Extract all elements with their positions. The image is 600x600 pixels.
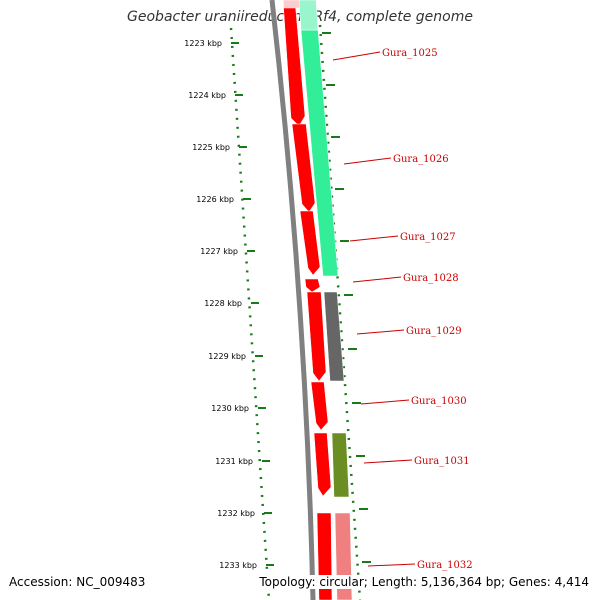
gene-block[interactable] [323, 291, 345, 382]
gene-label-text[interactable]: Gura_1026 [393, 154, 449, 165]
scale-tick-label: 1230 kbp [211, 404, 249, 413]
scale-tick: 1225 kbp [192, 143, 247, 152]
gene-block[interactable] [331, 432, 350, 498]
scale-tick: 1231 kbp [215, 457, 270, 466]
gene-features[interactable] [282, 0, 353, 600]
scale-tick-label: 1232 kbp [217, 509, 255, 518]
left-dotted-guide [229, 27, 271, 600]
gene-arrow[interactable] [306, 291, 327, 382]
dotted-guides [229, 24, 362, 600]
gene-fade[interactable] [282, 0, 301, 9]
gene-label[interactable]: Gura_1025 [332, 48, 438, 61]
leader-line [363, 459, 413, 464]
genome-backbone [269, 0, 316, 600]
gene-label[interactable]: Gura_1028 [352, 273, 459, 284]
gene-labels[interactable]: Gura_1025 Gura_1026 Gura_1027 Gura_1028 Gura… [332, 48, 473, 571]
gene-label[interactable]: Gura_1032 [367, 560, 473, 571]
scale-ticks: 1223 kbp 1224 kbp 1225 kbp 1226 kbp 1227 kbp… [184, 32, 371, 570]
scale-tick: 1232 kbp [217, 509, 272, 518]
gene-label[interactable]: Gura_1029 [356, 326, 462, 337]
gene-label-text[interactable]: Gura_1028 [403, 273, 459, 284]
scale-tick-label: 1233 kbp [219, 561, 257, 570]
gene-label[interactable]: Gura_1031 [363, 456, 470, 467]
gene-arrow[interactable] [304, 278, 321, 293]
scale-tick-label: 1226 kbp [196, 195, 234, 204]
scale-tick-label: 1228 kbp [204, 299, 242, 308]
scale-tick-label: 1227 kbp [200, 247, 238, 256]
scale-tick: 1227 kbp [200, 247, 255, 256]
scale-tick-label: 1229 kbp [208, 352, 246, 361]
scale-tick: 1223 kbp [184, 39, 239, 48]
leader-line [367, 563, 416, 567]
leader-line [349, 235, 399, 242]
scale-tick-label: 1225 kbp [192, 143, 230, 152]
scale-tick-label: 1224 kbp [188, 91, 226, 100]
gene-arrow[interactable] [310, 381, 329, 431]
gene-label-text[interactable]: Gura_1031 [414, 456, 470, 467]
genome-summary-text: Topology: circular; Length: 5,136,364 bp… [259, 575, 589, 589]
scale-tick: 1226 kbp [196, 195, 251, 204]
scale-tick: 1224 kbp [188, 91, 243, 100]
gene-arrow[interactable] [299, 210, 321, 276]
scale-tick: 1229 kbp [208, 352, 263, 361]
gene-label[interactable]: Gura_1026 [343, 154, 449, 165]
gene-label[interactable]: Gura_1027 [349, 232, 456, 243]
gene-arrow[interactable] [291, 123, 316, 213]
gene-label-text[interactable]: Gura_1032 [417, 560, 473, 571]
leader-line [343, 157, 392, 165]
gene-label-text[interactable]: Gura_1029 [406, 326, 462, 337]
gene-label-text[interactable]: Gura_1030 [411, 396, 467, 407]
scale-tick: 1230 kbp [211, 404, 266, 413]
scale-tick-label: 1231 kbp [215, 457, 253, 466]
gene-label-text[interactable]: Gura_1025 [382, 48, 438, 59]
scale-tick: 1228 kbp [204, 299, 259, 308]
right-dotted-guide [318, 24, 362, 600]
leader-line [360, 399, 410, 405]
scale-tick: 1233 kbp [219, 561, 274, 570]
leader-line [356, 329, 405, 335]
gene-arrow[interactable] [313, 432, 332, 497]
gene-block[interactable] [298, 0, 319, 31]
gene-label[interactable]: Gura_1030 [360, 396, 467, 407]
leader-line [332, 51, 381, 61]
leader-line [352, 276, 402, 283]
gene-label-text[interactable]: Gura_1027 [400, 232, 456, 243]
accession-text: Accession: NC_009483 [9, 575, 146, 589]
scale-tick-label: 1223 kbp [184, 39, 222, 48]
gene-arrow[interactable] [282, 0, 306, 127]
